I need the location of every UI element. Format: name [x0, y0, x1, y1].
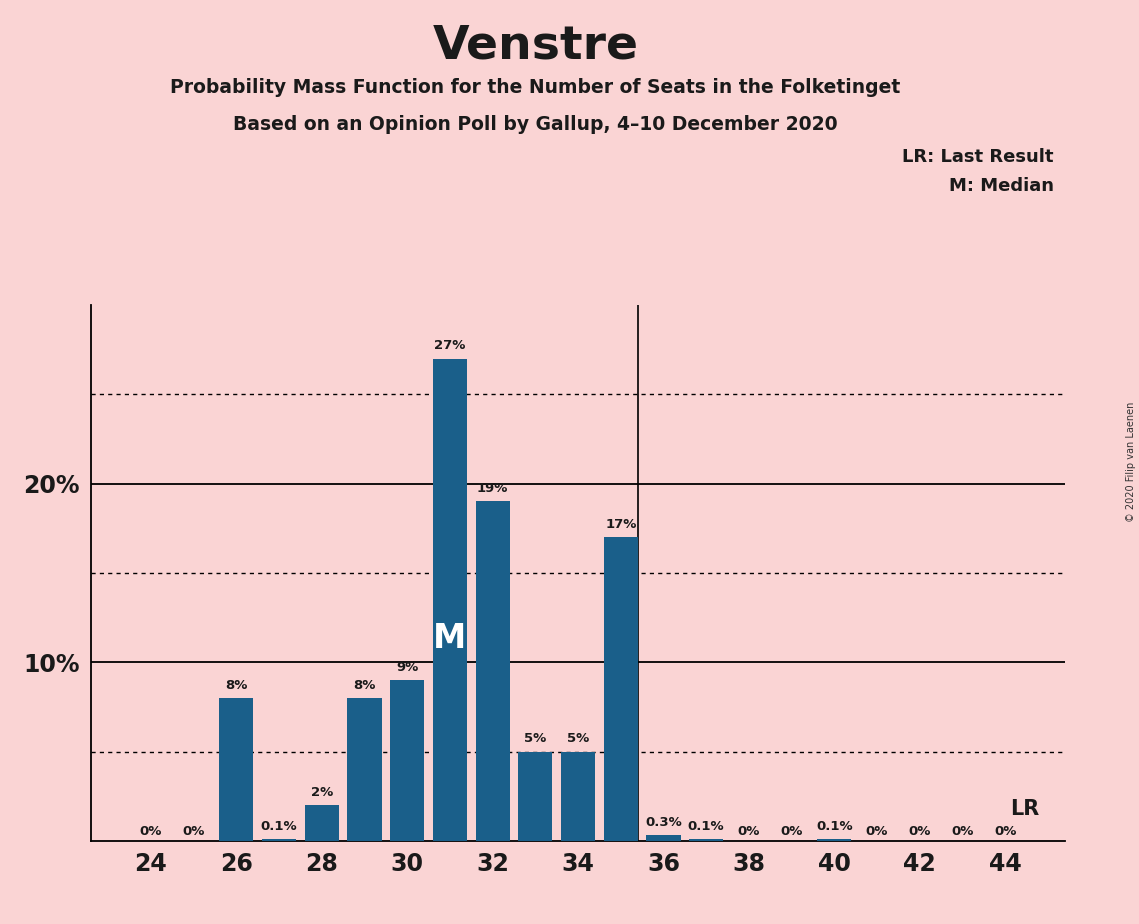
Text: 0.1%: 0.1%	[261, 820, 297, 833]
Text: 0%: 0%	[140, 825, 162, 838]
Text: 0%: 0%	[866, 825, 888, 838]
Text: LR: LR	[1010, 798, 1039, 819]
Text: 0.3%: 0.3%	[645, 816, 682, 829]
Bar	[646, 835, 681, 841]
Text: 27%: 27%	[434, 339, 466, 352]
Bar	[390, 680, 424, 841]
Text: 0%: 0%	[909, 825, 931, 838]
Text: 9%: 9%	[396, 661, 418, 674]
Bar	[262, 839, 296, 841]
Text: LR: Last Result: LR: Last Result	[902, 148, 1054, 165]
Text: 0%: 0%	[182, 825, 205, 838]
Bar	[689, 839, 723, 841]
Text: 0%: 0%	[738, 825, 760, 838]
Bar	[433, 359, 467, 841]
Bar	[219, 698, 253, 841]
Bar	[347, 698, 382, 841]
Text: 8%: 8%	[226, 678, 247, 692]
Text: 8%: 8%	[353, 678, 376, 692]
Bar	[817, 839, 852, 841]
Text: 0%: 0%	[994, 825, 1016, 838]
Text: 0.1%: 0.1%	[816, 820, 853, 833]
Bar	[304, 805, 338, 841]
Bar	[560, 751, 596, 841]
Bar	[604, 537, 638, 841]
Text: Venstre: Venstre	[433, 23, 638, 68]
Text: 19%: 19%	[477, 482, 508, 495]
Text: Based on an Opinion Poll by Gallup, 4–10 December 2020: Based on an Opinion Poll by Gallup, 4–10…	[233, 115, 837, 134]
Text: 5%: 5%	[524, 732, 547, 746]
Text: 0%: 0%	[951, 825, 974, 838]
Text: 0%: 0%	[780, 825, 803, 838]
Text: © 2020 Filip van Laenen: © 2020 Filip van Laenen	[1125, 402, 1136, 522]
Bar	[475, 502, 510, 841]
Text: M: Median: M: Median	[949, 177, 1054, 195]
Text: 5%: 5%	[567, 732, 589, 746]
Bar	[518, 751, 552, 841]
Text: 2%: 2%	[311, 785, 333, 799]
Text: M: M	[433, 622, 467, 655]
Text: 0.1%: 0.1%	[688, 820, 724, 833]
Text: 17%: 17%	[605, 517, 637, 531]
Text: Probability Mass Function for the Number of Seats in the Folketinget: Probability Mass Function for the Number…	[170, 78, 901, 97]
